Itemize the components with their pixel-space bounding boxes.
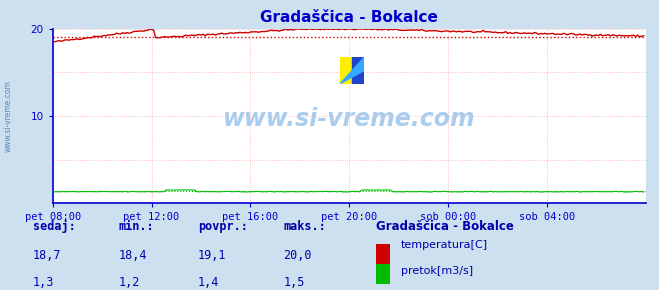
- Text: sedaj:: sedaj:: [33, 220, 76, 233]
- Text: pretok[m3/s]: pretok[m3/s]: [401, 266, 473, 276]
- Text: Gradaščica - Bokalce: Gradaščica - Bokalce: [376, 220, 513, 233]
- Bar: [340, 57, 352, 84]
- Text: 18,7: 18,7: [33, 249, 61, 262]
- Text: www.si-vreme.com: www.si-vreme.com: [3, 80, 13, 152]
- Text: 18,4: 18,4: [119, 249, 147, 262]
- Text: 1,5: 1,5: [283, 276, 304, 289]
- Text: 1,3: 1,3: [33, 276, 54, 289]
- Text: 20,0: 20,0: [283, 249, 312, 262]
- Text: maks.:: maks.:: [283, 220, 326, 233]
- Text: povpr.:: povpr.:: [198, 220, 248, 233]
- Polygon shape: [340, 57, 364, 84]
- Title: Gradaščica - Bokalce: Gradaščica - Bokalce: [260, 10, 438, 25]
- Text: 1,2: 1,2: [119, 276, 140, 289]
- Text: 19,1: 19,1: [198, 249, 226, 262]
- Text: 1,4: 1,4: [198, 276, 219, 289]
- Text: min.:: min.:: [119, 220, 154, 233]
- Bar: [352, 57, 364, 84]
- Text: temperatura[C]: temperatura[C]: [401, 240, 488, 250]
- Text: www.si-vreme.com: www.si-vreme.com: [223, 108, 476, 131]
